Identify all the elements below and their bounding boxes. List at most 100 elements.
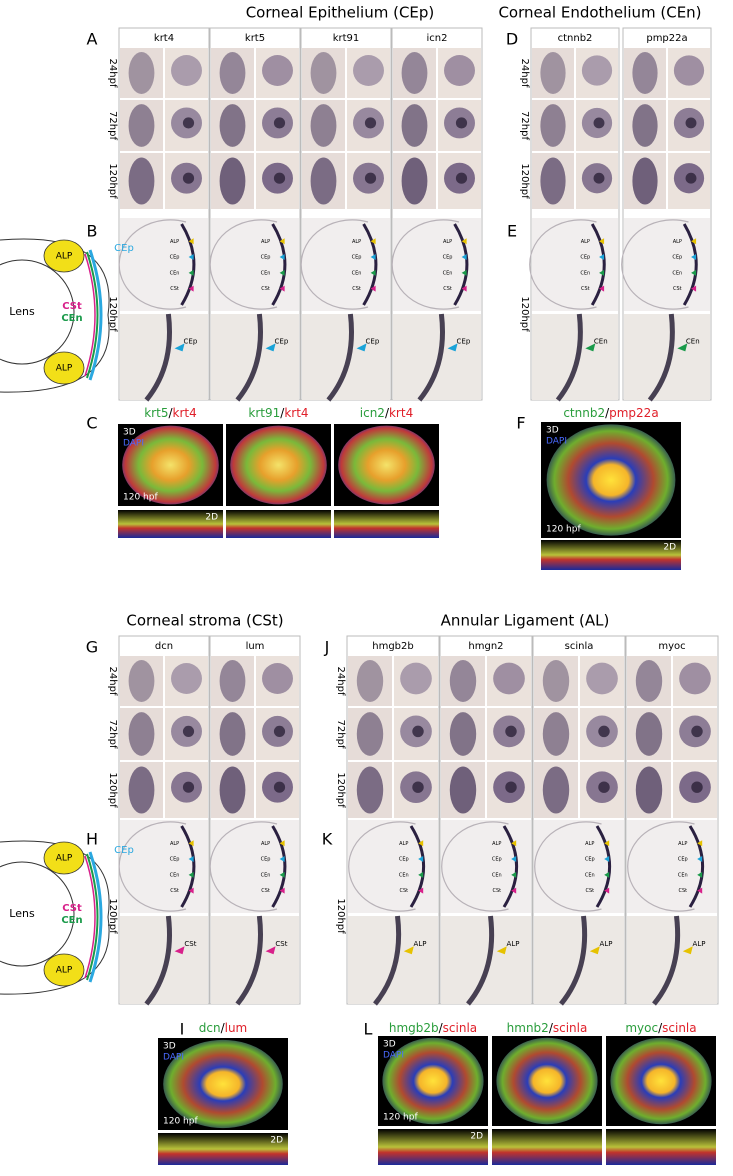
label: L — [364, 1020, 373, 1039]
label: C — [86, 414, 97, 433]
label: ALP — [600, 940, 613, 948]
alp — [43, 841, 85, 875]
label: CSt — [275, 940, 287, 948]
embryo — [128, 52, 155, 94]
label: DAPI — [546, 437, 567, 447]
section-cornea — [682, 223, 698, 306]
label: CEp — [170, 255, 180, 261]
alp — [43, 953, 85, 987]
zoom-image — [627, 916, 717, 1004]
label: ALP — [673, 239, 682, 245]
label: ALP — [56, 966, 73, 976]
arrowhead — [370, 238, 376, 245]
label: myoc — [658, 641, 685, 652]
zoom-image — [302, 314, 390, 400]
arrowhead — [356, 343, 367, 352]
zoom-tissue — [652, 915, 681, 1006]
embryo — [635, 712, 663, 756]
embryo-image — [165, 48, 208, 98]
label: DAPI — [123, 439, 144, 449]
label: K — [322, 830, 333, 849]
eye — [685, 172, 697, 184]
arrowhead — [599, 238, 605, 245]
label: CEp — [492, 857, 502, 863]
label: CEp — [114, 243, 134, 254]
label: CSt — [585, 888, 594, 894]
label: hmgn2 — [468, 641, 503, 652]
label: ALP — [261, 239, 270, 245]
cep-layer — [88, 851, 103, 983]
embryo — [400, 662, 432, 695]
eye — [593, 172, 605, 184]
label: CSt — [261, 888, 270, 894]
zoom-tissue — [647, 313, 675, 402]
embryo — [673, 55, 705, 86]
zoom-tissue — [373, 915, 402, 1006]
embryo-image — [576, 48, 618, 98]
label: CEp — [261, 255, 271, 261]
label: 24hpf — [519, 59, 530, 88]
label: ALP — [507, 940, 520, 948]
section-cornea — [271, 825, 287, 908]
zoom-image — [211, 916, 299, 1004]
arrowhead — [511, 856, 517, 863]
embryo — [219, 157, 246, 205]
label: CEp — [352, 255, 362, 261]
stain-green: ctnnb2 — [563, 406, 605, 420]
arrowhead — [697, 856, 703, 863]
arrowhead — [279, 887, 285, 894]
label: 120 hpf — [123, 493, 158, 503]
label: CSt — [673, 286, 682, 292]
label: 72hpf — [107, 720, 118, 749]
arrowhead — [418, 871, 424, 878]
label: CSt — [352, 286, 361, 292]
stain-sep: / — [280, 406, 285, 420]
embryo — [219, 712, 246, 756]
label: CSt — [581, 286, 590, 292]
label: CEn — [399, 872, 409, 878]
embryo — [401, 157, 428, 205]
label: Lens — [9, 907, 35, 920]
fluor-eye — [122, 425, 219, 505]
cst-layer — [84, 253, 96, 377]
section-cornea — [502, 825, 519, 908]
zoom-tissue — [555, 313, 583, 402]
label: CSt — [62, 903, 82, 914]
label: CEn — [678, 872, 688, 878]
eye — [593, 117, 605, 129]
zoom-image — [211, 314, 299, 400]
arrowhead — [188, 238, 194, 245]
arrowhead — [511, 840, 517, 847]
label: CSt — [261, 286, 270, 292]
stain-red: scinla — [662, 1021, 696, 1035]
label: 2D — [663, 543, 676, 553]
stain-label: krt91/krt4 — [248, 406, 308, 420]
label: G — [86, 638, 98, 657]
label: E — [507, 222, 517, 241]
label: ALP — [261, 841, 270, 847]
eye — [182, 117, 195, 129]
embryo — [542, 766, 570, 814]
arrowhead — [604, 840, 610, 847]
section-cornea — [688, 825, 705, 908]
zoom-image — [624, 314, 710, 400]
label: CEn — [672, 270, 682, 276]
embryo — [310, 104, 337, 147]
label: CEn — [686, 338, 700, 346]
stain-red: krt4 — [173, 406, 197, 420]
arrowhead — [589, 946, 600, 955]
stain-label: icn2/krt4 — [360, 406, 413, 420]
label: 3D — [163, 1042, 176, 1052]
zoom-tissue — [144, 313, 172, 402]
embryo — [128, 104, 155, 147]
label: ALP — [56, 364, 73, 374]
label: ALP — [170, 841, 179, 847]
label: 3D — [383, 1040, 396, 1050]
label: CEp — [261, 857, 271, 863]
section-retina — [209, 821, 278, 912]
arrowhead — [691, 254, 697, 261]
section-retina — [348, 821, 416, 912]
label: CEp — [585, 857, 595, 863]
embryo — [262, 663, 293, 694]
